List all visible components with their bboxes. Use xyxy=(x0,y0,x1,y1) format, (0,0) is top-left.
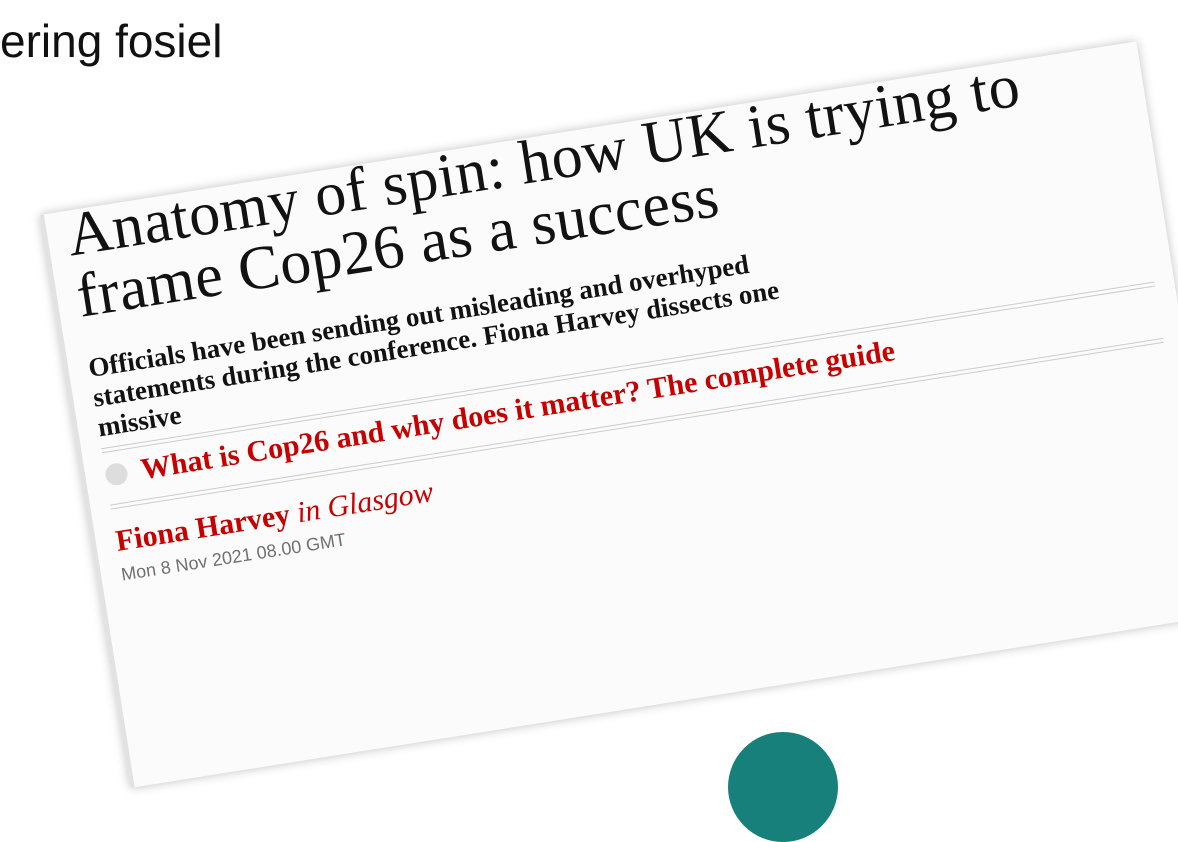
article-clipping: Anatomy of spin: how UK is trying to fra… xyxy=(40,41,1178,788)
logo-circle xyxy=(728,732,838,842)
slide-title: ering fosiel xyxy=(0,15,223,67)
date: Mon 8 Nov 2021 08.00 GMT xyxy=(119,529,348,585)
bullet xyxy=(103,461,130,487)
slide: ering fosiel Anatomy of spin: how UK is … xyxy=(0,15,1178,842)
